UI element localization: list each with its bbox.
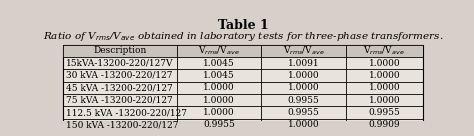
Text: 0.9955: 0.9955 [288,108,319,117]
Text: 1.0000: 1.0000 [369,96,400,105]
Text: 1.0000: 1.0000 [203,108,235,117]
Text: 0.9955: 0.9955 [368,108,400,117]
Text: 112.5 kVA -13200-220/127: 112.5 kVA -13200-220/127 [66,108,187,117]
Text: 0.9955: 0.9955 [203,120,235,129]
Bar [63,45,423,57]
Text: V$_{rms}$/V$_{ave}$: V$_{rms}$/V$_{ave}$ [283,44,324,57]
Text: V$_{rms}$/V$_{ave}$: V$_{rms}$/V$_{ave}$ [364,44,405,57]
Bar [63,45,423,131]
Text: 1.0000: 1.0000 [288,71,319,80]
Text: 75 kVA -13200-220/127: 75 kVA -13200-220/127 [66,96,173,105]
Text: 1.0000: 1.0000 [203,96,235,105]
Text: 45 kVA -13200-220/127: 45 kVA -13200-220/127 [66,83,173,92]
Text: 1.0000: 1.0000 [288,83,319,92]
Text: Ratio of V$_{rms}$/V$_{ave}$ obtained in laboratory tests for three-phase transf: Ratio of V$_{rms}$/V$_{ave}$ obtained in… [43,30,443,43]
Text: 0.9909: 0.9909 [369,120,400,129]
Text: 0.9955: 0.9955 [288,96,319,105]
Text: 1.0045: 1.0045 [203,59,235,68]
Text: 1.0000: 1.0000 [203,83,235,92]
Text: 30 kVA -13200-220/127: 30 kVA -13200-220/127 [66,71,173,80]
Text: 1.0000: 1.0000 [288,120,319,129]
Text: V$_{rms}$/V$_{ave}$: V$_{rms}$/V$_{ave}$ [198,44,240,57]
Text: 1.0000: 1.0000 [369,59,400,68]
Text: 1.0000: 1.0000 [369,71,400,80]
Text: Description: Description [93,46,146,55]
Text: 1.0091: 1.0091 [288,59,319,68]
Text: 1.0045: 1.0045 [203,71,235,80]
Text: Table 1: Table 1 [218,19,268,33]
Text: 15kVA-13200-220/127V: 15kVA-13200-220/127V [66,59,173,68]
Text: 150 kVA -13200-220/127: 150 kVA -13200-220/127 [66,120,178,129]
Text: 1.0000: 1.0000 [369,83,400,92]
